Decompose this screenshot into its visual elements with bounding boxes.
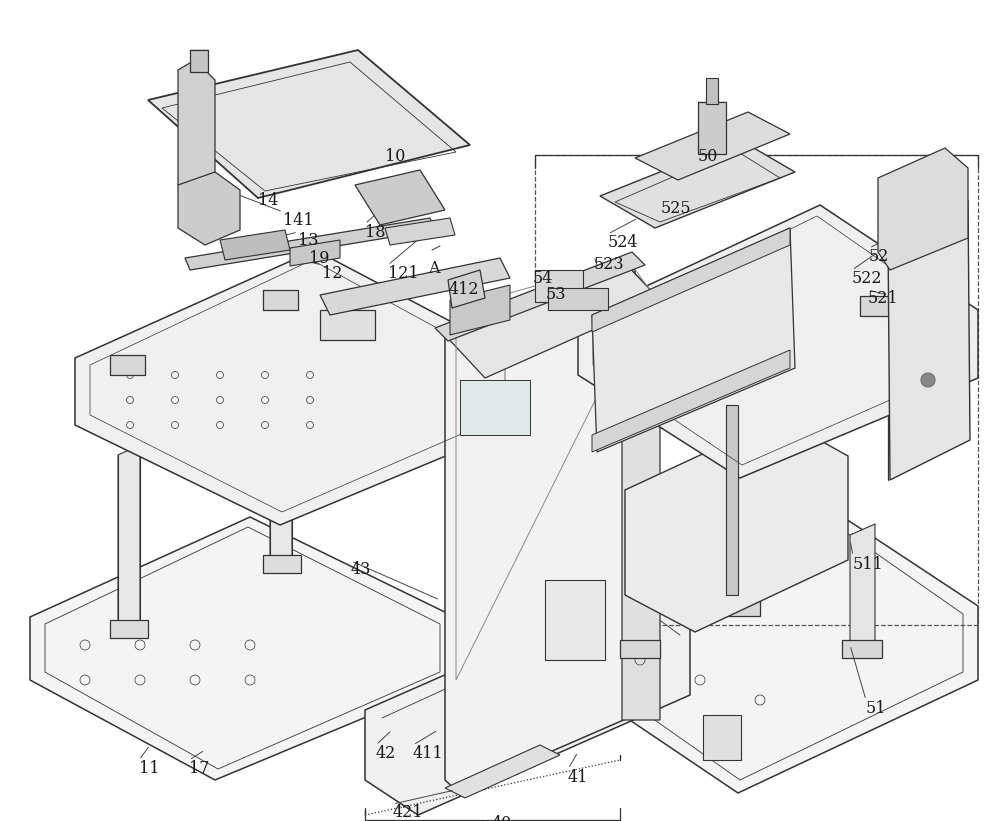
Bar <box>726 405 738 595</box>
Bar <box>842 640 882 658</box>
Polygon shape <box>850 524 875 650</box>
Polygon shape <box>178 60 215 205</box>
Bar <box>320 310 375 340</box>
Text: 50: 50 <box>698 148 718 165</box>
Bar <box>110 620 148 638</box>
Bar <box>720 598 760 616</box>
Circle shape <box>580 600 590 610</box>
Text: 525: 525 <box>661 200 692 217</box>
Bar <box>190 50 208 72</box>
Polygon shape <box>625 418 848 632</box>
Polygon shape <box>320 258 510 315</box>
Text: 11: 11 <box>139 760 160 777</box>
Text: 40: 40 <box>492 815 512 821</box>
Polygon shape <box>628 524 652 650</box>
Polygon shape <box>75 250 520 525</box>
Text: 17: 17 <box>189 760 210 777</box>
Bar <box>860 296 900 316</box>
Bar <box>706 78 718 104</box>
Polygon shape <box>635 112 790 180</box>
Circle shape <box>558 600 568 610</box>
Polygon shape <box>148 50 470 198</box>
Text: 51: 51 <box>866 700 887 717</box>
Polygon shape <box>728 478 752 612</box>
Text: 524: 524 <box>608 234 639 251</box>
Text: 53: 53 <box>546 286 566 303</box>
Text: 13: 13 <box>298 232 318 249</box>
Bar <box>263 290 298 310</box>
Text: 421: 421 <box>393 804 424 821</box>
Bar <box>548 288 608 310</box>
Text: 54: 54 <box>533 270 553 287</box>
Text: 511: 511 <box>853 556 884 573</box>
Text: A: A <box>428 260 440 277</box>
Polygon shape <box>622 260 660 720</box>
Polygon shape <box>365 590 690 815</box>
Polygon shape <box>385 218 455 245</box>
Text: 411: 411 <box>413 745 444 762</box>
Polygon shape <box>600 140 795 228</box>
Polygon shape <box>592 350 790 452</box>
Polygon shape <box>450 285 510 335</box>
Polygon shape <box>578 205 978 478</box>
Polygon shape <box>30 517 455 780</box>
Text: 14: 14 <box>258 192 278 209</box>
Bar <box>698 102 726 154</box>
Polygon shape <box>355 170 445 225</box>
Text: 42: 42 <box>376 745 396 762</box>
Polygon shape <box>600 515 978 793</box>
Circle shape <box>558 640 568 650</box>
Bar <box>545 580 605 660</box>
Text: 12: 12 <box>322 265 342 282</box>
Text: 19: 19 <box>309 250 330 267</box>
Text: 52: 52 <box>869 248 889 265</box>
Text: 522: 522 <box>852 270 883 287</box>
Polygon shape <box>592 228 790 332</box>
Circle shape <box>921 373 935 387</box>
Bar <box>263 555 301 573</box>
Text: 521: 521 <box>868 290 899 307</box>
Polygon shape <box>445 260 660 378</box>
Bar <box>730 262 770 282</box>
Text: 141: 141 <box>283 212 314 229</box>
Text: 41: 41 <box>568 769 588 786</box>
Text: 121: 121 <box>388 265 419 282</box>
Text: 412: 412 <box>449 281 480 298</box>
Polygon shape <box>445 260 635 792</box>
Text: 18: 18 <box>365 224 386 241</box>
Text: 40: 40 <box>482 820 502 821</box>
Polygon shape <box>878 148 968 270</box>
Polygon shape <box>185 218 435 270</box>
Polygon shape <box>118 445 140 635</box>
Polygon shape <box>220 230 290 260</box>
Polygon shape <box>445 745 560 798</box>
Bar <box>620 310 660 330</box>
Bar <box>620 640 660 658</box>
Text: 523: 523 <box>594 256 625 273</box>
Polygon shape <box>592 228 795 452</box>
Polygon shape <box>448 270 485 308</box>
Circle shape <box>580 640 590 650</box>
Circle shape <box>474 323 482 331</box>
Bar <box>548 430 588 460</box>
Polygon shape <box>178 172 240 245</box>
Bar <box>703 715 741 760</box>
Text: 43: 43 <box>351 561 371 578</box>
Text: 10: 10 <box>385 148 405 165</box>
Circle shape <box>580 620 590 630</box>
Bar <box>110 355 145 375</box>
Bar <box>535 270 583 302</box>
Bar <box>460 380 530 435</box>
Circle shape <box>558 620 568 630</box>
Polygon shape <box>270 380 292 570</box>
Polygon shape <box>290 240 340 266</box>
Polygon shape <box>888 200 970 480</box>
Polygon shape <box>435 252 645 341</box>
